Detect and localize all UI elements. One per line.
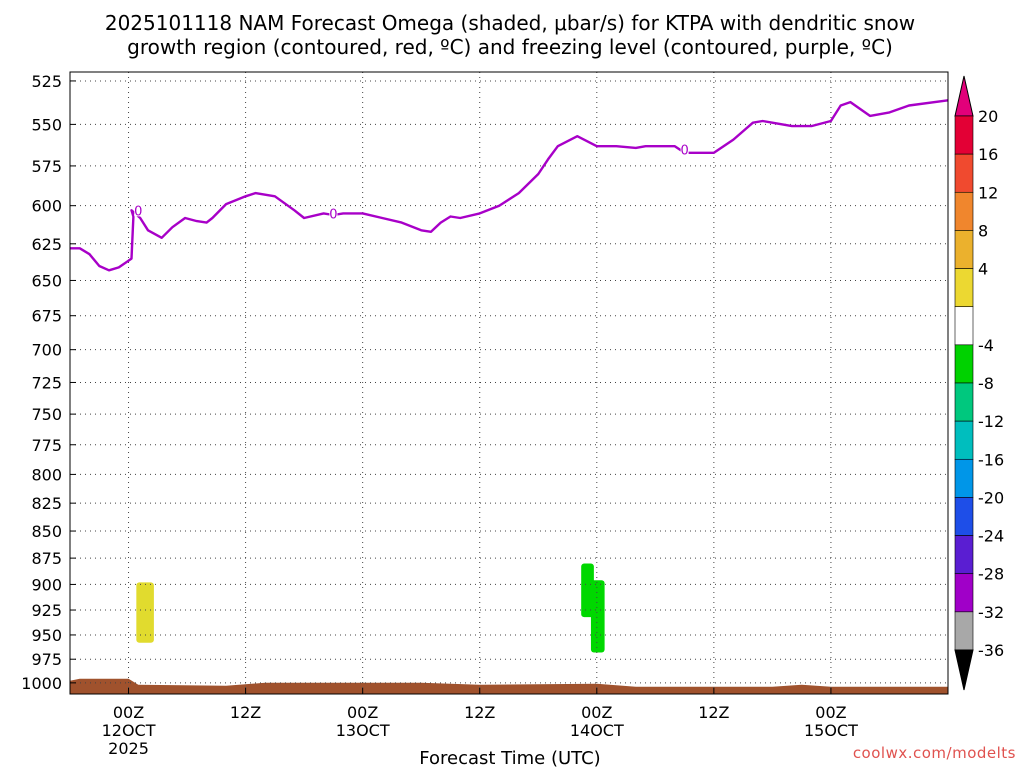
- plot-background: [70, 72, 948, 694]
- x-tick-date-0: 12OCT: [102, 721, 156, 740]
- chart-title-line2: growth region (contoured, red, ºC) and f…: [127, 35, 893, 59]
- colorbar-label-5: -4: [978, 336, 994, 355]
- y-tick-label-950: 950: [31, 626, 62, 645]
- colorbar-top-arrow: [954, 75, 974, 117]
- y-tick-label-575: 575: [31, 157, 62, 176]
- credit-text: coolwx.com/modelts: [853, 744, 1016, 762]
- colorbar-label-11: -28: [978, 565, 1004, 584]
- colorbar-label-0: 20: [978, 107, 998, 126]
- terrain-fill: [70, 678, 948, 694]
- colorbar-segment-13: [954, 611, 974, 651]
- colorbar-segment-5: [954, 306, 974, 346]
- colorbar-segment-4: [954, 268, 974, 308]
- freezing-level-label-bg-2: [680, 142, 689, 156]
- freezing-level-label-2: 0: [680, 144, 688, 159]
- omega-patch-0: [136, 582, 154, 643]
- omega-patch-2: [590, 580, 605, 653]
- y-tick-label-825: 825: [31, 494, 62, 513]
- y-tick-label-625: 625: [31, 235, 62, 254]
- x-tick-date-6: 15OCT: [804, 721, 858, 740]
- freezing-level-label-bg-1: [329, 206, 338, 220]
- plot-area: 525 550 575 600 625 650 675 700 725 750 775 800 825 8…: [21, 71, 949, 758]
- freezing-level-label-1: 0: [329, 207, 337, 222]
- y-tick-label-550: 550: [31, 115, 62, 134]
- colorbar-label-7: -12: [978, 412, 1004, 431]
- colorbar-segment-8: [954, 420, 974, 460]
- x-tick-label-6: 00Z: [815, 703, 846, 722]
- x-tick-date-4: 14OCT: [570, 721, 624, 740]
- colorbar-label-12: -32: [978, 603, 1004, 622]
- y-tick-label-775: 775: [31, 436, 62, 455]
- colorbar-label-13: -36: [978, 641, 1004, 660]
- colorbar-segment-3: [954, 230, 974, 269]
- colorbar-label-9: -20: [978, 488, 1004, 507]
- freezing-level-line: [70, 99, 949, 272]
- y-tick-label-1000: 1000: [21, 674, 62, 693]
- y-tick-label-700: 700: [31, 341, 62, 360]
- colorbar-label-1: 16: [978, 145, 998, 164]
- colorbar: 20 16 12 8 4 -4 -8 -12 -16 -20 -24 -28 -32 -36: [954, 75, 1004, 691]
- colorbar-label-3: 8: [978, 221, 988, 240]
- x-tick-label-1: 12Z: [230, 703, 261, 722]
- x-tick-label-4: 00Z: [581, 703, 612, 722]
- colorbar-segment-6: [954, 344, 974, 384]
- colorbar-segment-7: [954, 382, 974, 422]
- y-tick-label-875: 875: [31, 549, 62, 568]
- y-tick-label-900: 900: [31, 575, 62, 594]
- colorbar-segment-10: [954, 497, 974, 536]
- y-tick-label-600: 600: [31, 197, 62, 216]
- freezing-level-label-bg-0: [134, 203, 143, 217]
- colorbar-segment-0: [954, 115, 974, 155]
- x-tick-label-2: 00Z: [347, 703, 378, 722]
- colorbar-label-8: -16: [978, 450, 1004, 469]
- y-tick-label-650: 650: [31, 271, 62, 290]
- y-tick-label-675: 675: [31, 307, 62, 326]
- omega-patch-1: [581, 563, 594, 618]
- x-tick-label-0: 00Z: [113, 703, 144, 722]
- colorbar-segment-2: [954, 191, 974, 231]
- y-tick-label-975: 975: [31, 650, 62, 669]
- y-tick-label-925: 925: [31, 601, 62, 620]
- colorbar-segment-12: [954, 573, 974, 613]
- y-tick-label-725: 725: [31, 373, 62, 392]
- colorbar-label-10: -24: [978, 527, 1004, 546]
- x-tick-label-5: 12Z: [698, 703, 729, 722]
- x-axis-label: Forecast Time (UTC): [419, 748, 600, 768]
- plot-frame: [69, 71, 949, 695]
- x-tick-label-3: 12Z: [464, 703, 495, 722]
- y-tick-label-750: 750: [31, 405, 62, 424]
- colorbar-bottom-arrow: [954, 649, 974, 691]
- y-tick-label-800: 800: [31, 465, 62, 484]
- y-tick-label-850: 850: [31, 522, 62, 541]
- colorbar-label-2: 12: [978, 183, 998, 202]
- x-tick-date-2: 13OCT: [336, 721, 390, 740]
- y-tick-label-525: 525: [31, 72, 62, 91]
- freezing-level-label-0: 0: [134, 204, 142, 219]
- colorbar-label-6: -8: [978, 374, 994, 393]
- colorbar-segment-1: [954, 153, 974, 193]
- colorbar-segment-9: [954, 458, 974, 498]
- colorbar-segment-11: [954, 535, 974, 575]
- colorbar-label-4: 4: [978, 260, 988, 279]
- x-tick-year-0: 2025: [108, 739, 149, 758]
- chart-title-line1: 2025101118 NAM Forecast Omega (shaded, μ…: [105, 11, 915, 35]
